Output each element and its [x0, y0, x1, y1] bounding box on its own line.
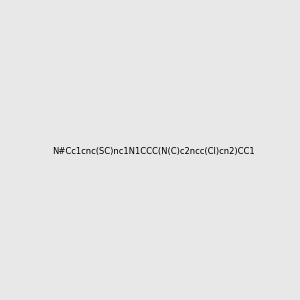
Text: N#Cc1cnc(SC)nc1N1CCC(N(C)c2ncc(Cl)cn2)CC1: N#Cc1cnc(SC)nc1N1CCC(N(C)c2ncc(Cl)cn2)CC…	[52, 147, 255, 156]
